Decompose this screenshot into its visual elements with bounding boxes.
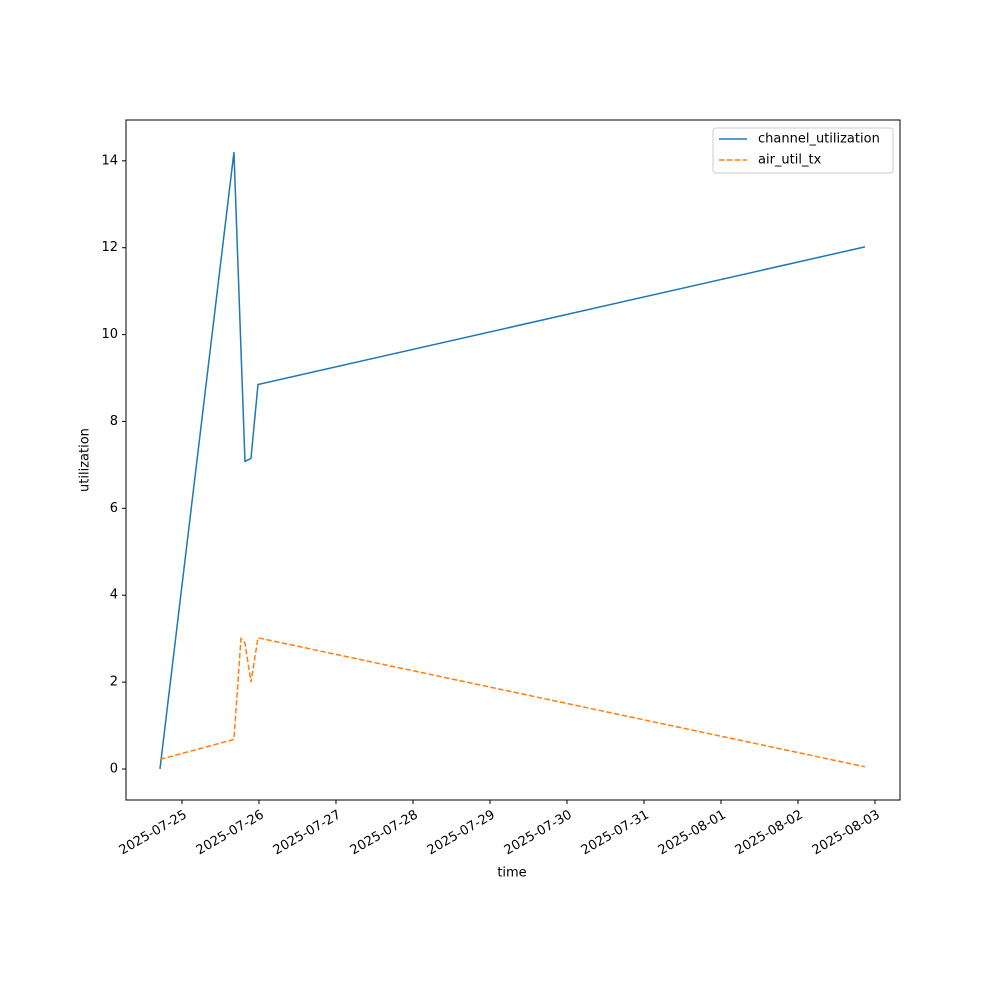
y-tick-label: 12 — [101, 240, 118, 255]
y-tick-label: 10 — [101, 327, 118, 342]
y-tick-label: 8 — [110, 414, 118, 429]
x-tick-label: 2025-07-31 — [579, 808, 652, 859]
legend-box — [712, 127, 894, 174]
y-tick-label: 4 — [110, 588, 118, 603]
x-tick-label: 2025-08-02 — [733, 808, 806, 859]
x-tick-label: 2025-08-03 — [810, 808, 883, 859]
y-tick-label: 14 — [101, 153, 118, 168]
y-tick-label: 6 — [110, 501, 118, 516]
data-line — [159, 636, 866, 768]
y-tick-label: 2 — [110, 675, 118, 690]
data-line — [159, 152, 866, 770]
legend-label: channel_utilization — [758, 132, 880, 147]
y-tick-label: 0 — [110, 761, 118, 776]
legend-label: air_util_tx — [758, 153, 822, 168]
x-tick-label: 2025-07-29 — [425, 808, 498, 859]
x-tick-label: 2025-08-01 — [656, 808, 729, 859]
x-axis-label: time — [497, 866, 526, 881]
plot-frame — [125, 119, 901, 801]
x-tick-label: 2025-07-26 — [194, 808, 267, 859]
x-tick-label: 2025-07-27 — [271, 808, 344, 859]
y-axis-label: utilization — [78, 428, 93, 492]
x-tick-label: 2025-07-30 — [502, 808, 575, 859]
x-tick-label: 2025-07-28 — [348, 808, 421, 859]
x-tick-label: 2025-07-25 — [117, 808, 190, 859]
